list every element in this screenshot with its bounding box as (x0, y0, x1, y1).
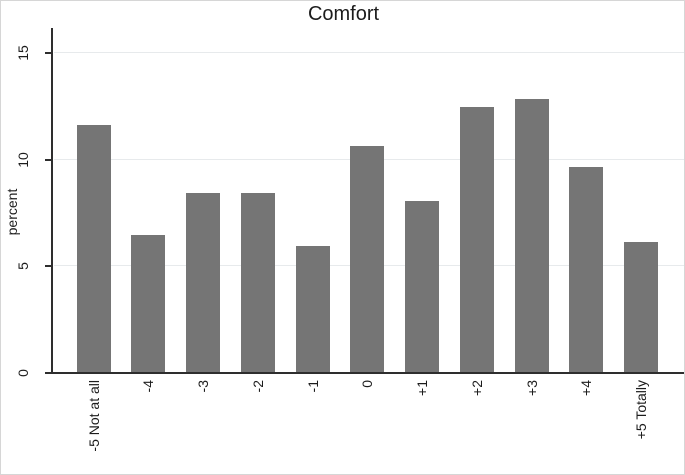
y-axis-line (51, 28, 53, 374)
bar-+3 (515, 99, 549, 372)
y-tick-label-text: 0 (15, 369, 31, 377)
bar-+5-Totally (624, 242, 658, 372)
bar--1 (296, 246, 330, 372)
bar--3 (186, 193, 220, 372)
x-tick-label-text: -4 (140, 380, 156, 393)
y-tick-label-text: 10 (15, 152, 31, 168)
x-tick-label-text: +4 (578, 380, 594, 396)
y-axis-title-text: percent (4, 188, 20, 236)
gridline-y-15 (54, 52, 684, 53)
x-tick-label-text: -1 (305, 380, 321, 393)
x-tick-label-text: +3 (524, 380, 540, 396)
x-tick-label-text: -3 (195, 380, 211, 393)
chart-title: Comfort (307, 3, 380, 25)
bar--5-Not-at-all (77, 125, 111, 372)
bar-+1 (405, 201, 439, 372)
y-tick-mark-10 (45, 159, 52, 161)
x-tick-label-text: 0 (359, 380, 375, 388)
x-tick-label-text: +1 (414, 380, 430, 396)
y-tick-mark-5 (45, 265, 52, 267)
x-tick-label-text: -5 Not at all (86, 380, 102, 452)
x-tick-label-text: +5 Totally (633, 380, 649, 440)
bar--4 (131, 235, 165, 372)
bar--2 (241, 193, 275, 372)
bar-+4 (569, 167, 603, 372)
x-axis-line (51, 372, 684, 374)
x-tick-label-text: -2 (250, 380, 266, 393)
y-tick-label-text: 5 (15, 262, 31, 270)
y-tick-mark-0 (45, 372, 52, 374)
bar-+2 (460, 107, 494, 372)
y-tick-mark-15 (45, 52, 52, 54)
y-tick-label-text: 15 (15, 45, 31, 61)
x-tick-label-text: +2 (469, 380, 485, 396)
bar-0 (350, 146, 384, 372)
